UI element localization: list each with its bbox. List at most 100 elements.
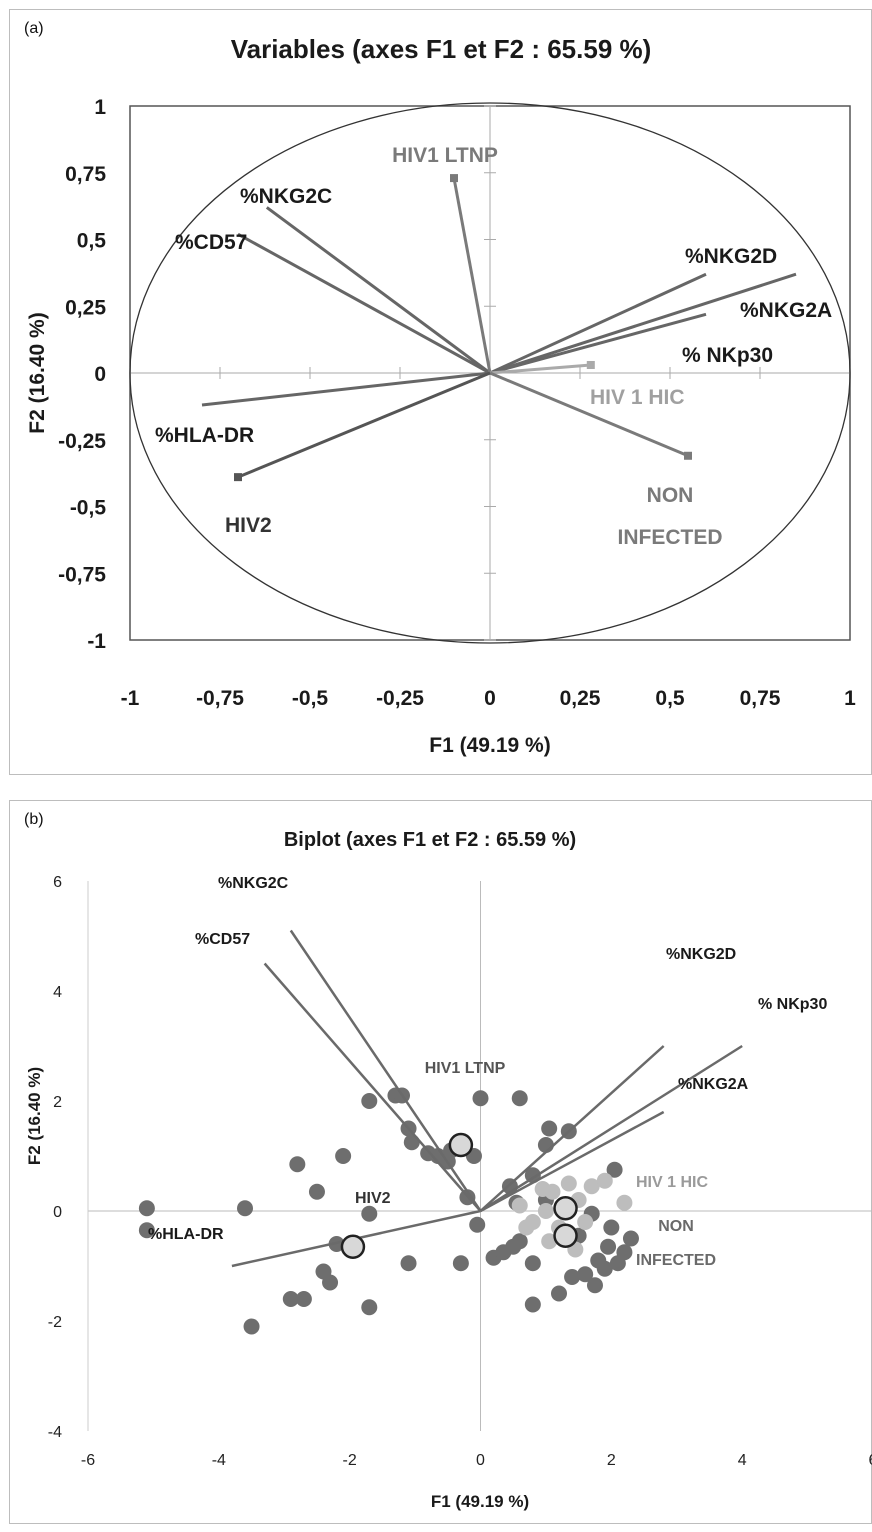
observation-point	[452, 1255, 469, 1272]
y-tick-label: 0,25	[65, 296, 106, 319]
y-tick-label: -0,75	[58, 563, 106, 586]
supp-vector-non-infected	[489, 371, 689, 458]
observation-point	[335, 1148, 352, 1164]
centroid-non-infected	[553, 1223, 578, 1248]
x-tick-label: 0	[484, 687, 496, 710]
y-tick-label: 2	[53, 1094, 62, 1111]
panel-a: (a) Variables (axes F1 et F2 : 65.59 %) -…	[9, 9, 872, 775]
supp-marker-non-infected	[684, 451, 692, 460]
observation-point	[564, 1269, 581, 1285]
observation-point	[469, 1216, 486, 1233]
centroid-hiv1-ltnp	[448, 1132, 474, 1158]
vector-nkg2c	[265, 206, 491, 375]
y-tick-label: 0	[53, 1204, 62, 1221]
x-tick-label: 1	[844, 687, 856, 710]
observation-point	[361, 1205, 378, 1222]
vector-label-nkp30: % NKp30	[758, 996, 827, 1013]
vector-nkg2d	[479, 1045, 665, 1212]
y-tick-label: -1	[87, 630, 106, 653]
observation-point	[600, 1238, 617, 1255]
group-label-hiv1-ltnp: HIV1 LTNP	[425, 1060, 506, 1077]
y-tick-label: -2	[48, 1314, 62, 1331]
vector-label-cd57: %CD57	[195, 931, 250, 948]
vector-label-cd57: %CD57	[175, 231, 247, 254]
observation-point	[603, 1219, 620, 1236]
panel-b-label: (b)	[24, 811, 44, 828]
x-tick-label: -0,75	[196, 687, 244, 710]
group-label-hiv-1-hic: HIV 1 HIC	[636, 1174, 708, 1191]
vector-nkg2a	[479, 1110, 665, 1213]
y-tick-label: 4	[53, 984, 62, 1001]
group-label-non-infected: NON INFECTED	[636, 1218, 716, 1269]
panel-a-label: (a)	[24, 20, 44, 37]
vector-label-hla-dr: %HLA-DR	[148, 1226, 224, 1243]
vector-label-nkg2d: %NKG2D	[685, 245, 777, 268]
vector-label-nkg2c: %NKG2C	[218, 875, 289, 892]
observation-point	[524, 1296, 541, 1313]
vector-label-nkg2a: %NKG2A	[740, 299, 832, 322]
centroid-hiv-1-hic	[553, 1196, 578, 1221]
x-tick-label: 2	[607, 1452, 616, 1469]
observation-point	[282, 1291, 299, 1307]
x-tick-label: -4	[212, 1452, 226, 1469]
observation-point-light	[541, 1233, 558, 1250]
observation-point	[295, 1291, 312, 1307]
supp-label-hiv1-ltnp: HIV1 LTNP	[392, 144, 498, 167]
observation-point	[138, 1222, 155, 1239]
y-tick-label: -0,5	[70, 497, 107, 520]
x-axis-title: F1 (49.19 %)	[431, 1492, 529, 1511]
x-tick-label: 0	[476, 1452, 485, 1469]
centroid-hiv2	[340, 1234, 366, 1259]
vector-label-nkg2a: %NKG2A	[678, 1076, 749, 1093]
observation-point	[524, 1255, 541, 1272]
vector-nkp30	[479, 1044, 743, 1213]
vector-nkg2c	[289, 929, 482, 1212]
observation-point	[551, 1285, 567, 1302]
observation-point	[596, 1260, 613, 1277]
observation-point-light	[583, 1178, 600, 1195]
panel-b: (b) Biplot (axes F1 et F2 : 65.59 %) -6 -4…	[9, 800, 872, 1524]
vector-label-hla-dr: %HLA-DR	[155, 424, 254, 447]
observation-point	[622, 1230, 639, 1247]
observation-point	[400, 1255, 417, 1272]
group-label-hiv2: HIV2	[355, 1190, 391, 1207]
observation-point-light	[534, 1181, 551, 1197]
x-tick-label: -2	[343, 1452, 357, 1469]
observation-point	[237, 1200, 253, 1217]
y-tick-label: 1	[94, 96, 106, 119]
vector-label-nkg2d: %NKG2D	[666, 946, 736, 963]
y-tick-label: 0,5	[77, 230, 107, 253]
y-tick-label: 0	[94, 363, 106, 386]
y-tick-label: -0,25	[58, 430, 106, 453]
observation-point	[243, 1318, 260, 1335]
observation-point-light	[616, 1194, 633, 1211]
supp-marker-hiv2	[234, 473, 242, 482]
supp-marker-hiv1-ltnp	[450, 174, 458, 183]
x-tick-label: 0,25	[560, 687, 601, 710]
supp-label-hiv-1-hic: HIV 1 HIC	[590, 386, 685, 409]
observation-point	[586, 1277, 603, 1294]
observation-point	[403, 1134, 420, 1151]
supp-marker-hiv-1-hic	[586, 360, 595, 369]
x-tick-label: 0,5	[655, 687, 685, 710]
supp-vector-hiv1-ltnp	[452, 177, 492, 374]
observation-point	[472, 1090, 489, 1107]
y-tick-label: -4	[48, 1424, 62, 1441]
vector-nkg2d	[489, 272, 707, 375]
y-axis-title: F2 (16.40 %)	[26, 312, 49, 433]
observation-point	[511, 1233, 528, 1250]
chart-title: Biplot (axes F1 et F2 : 65.59 %)	[284, 829, 576, 851]
observation-point-light	[560, 1175, 577, 1192]
observation-point	[511, 1090, 528, 1107]
x-tick-label: -0,25	[376, 687, 424, 710]
vector-nkp30	[489, 312, 707, 375]
observation-point	[289, 1156, 306, 1173]
observation-point	[322, 1274, 339, 1291]
observation-point	[361, 1299, 378, 1316]
observation-point	[606, 1161, 623, 1178]
vector-cd57	[263, 962, 482, 1212]
observation-point-light	[537, 1203, 554, 1219]
x-tick-label: -1	[121, 687, 140, 710]
observation-point-light	[577, 1214, 594, 1230]
supp-label-hiv2: HIV2	[225, 514, 272, 537]
